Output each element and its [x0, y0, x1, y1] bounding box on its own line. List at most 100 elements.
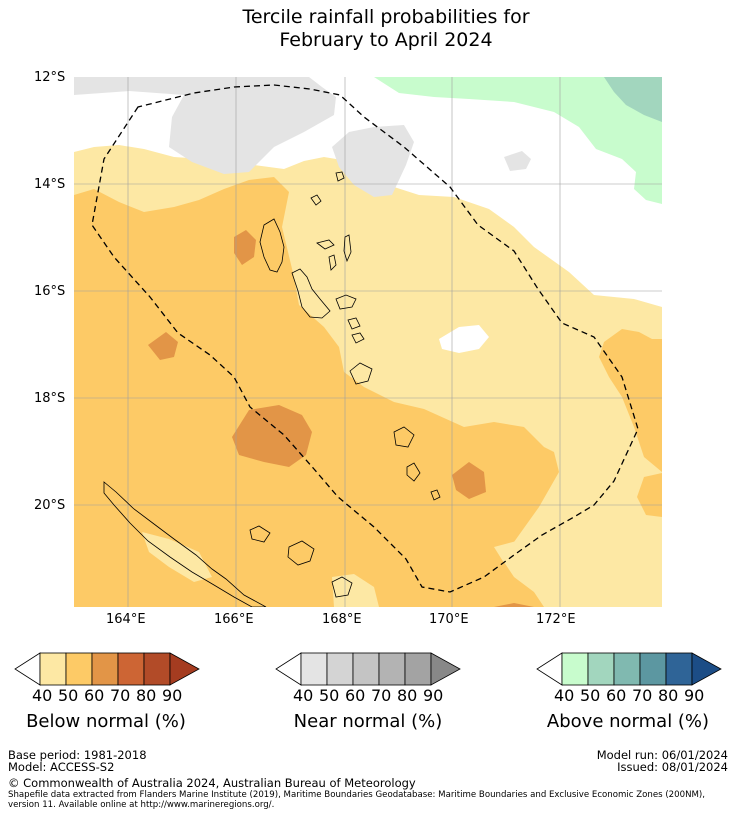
- island-loyalty-b: [287, 540, 315, 566]
- shade-above-50-60: [604, 77, 662, 122]
- legend-above-tick: 60: [606, 686, 627, 705]
- lon-label-168e: 168°E: [322, 612, 362, 627]
- legend-above-swatch-70-80: [639, 652, 667, 686]
- shade-below-60-70-d: [452, 462, 486, 499]
- legend-near-swatch-gt90: [430, 652, 461, 686]
- island-banks-b: [335, 171, 345, 182]
- island-banks-a: [310, 194, 322, 206]
- legend-near-tick: 60: [345, 686, 366, 705]
- shade-below-60-70-b: [234, 230, 256, 265]
- legend-near-tick: 50: [319, 686, 340, 705]
- shapefile-note: Shapefile data extracted from Flanders M…: [8, 790, 705, 810]
- legend-near-swatch-80-90: [404, 652, 432, 686]
- legend-below-tick: 90: [162, 686, 183, 705]
- legend-above-normal: [536, 652, 722, 690]
- shade-below-40-50-pocket-a: [142, 532, 212, 582]
- island-shepherds: [351, 332, 365, 344]
- legend-above-tick: 50: [580, 686, 601, 705]
- island-loyalty-c: [331, 576, 353, 598]
- legend-above-swatch-lt40: [536, 652, 563, 686]
- legend-below-tick: 60: [84, 686, 105, 705]
- shade-above-40-50: [374, 77, 662, 204]
- model-text: Model: ACCESS-S2: [8, 760, 115, 774]
- island-ambrym: [335, 294, 357, 310]
- island-epi: [347, 317, 361, 330]
- lon-label-170e: 170°E: [429, 612, 469, 627]
- legend-below-swatch-gt90: [169, 652, 200, 686]
- legend-above-swatch-gt90: [691, 652, 722, 686]
- legend-below-swatch-40-50: [39, 652, 67, 686]
- lon-label-164e: 164°E: [106, 612, 146, 627]
- title-line-2: February to April 2024: [279, 29, 493, 51]
- legend-near-normal: [275, 652, 461, 690]
- island-tanna: [406, 462, 421, 482]
- legend-near-swatch-60-70: [352, 652, 380, 686]
- coastlines: [103, 171, 441, 607]
- island-new-caledonia: [103, 481, 267, 607]
- shade-near-normal-40-50-a: [74, 77, 336, 174]
- legend-below-swatch-lt40: [14, 652, 41, 686]
- issued-text: Issued: 08/01/2024: [617, 760, 728, 774]
- map-panel: [74, 77, 662, 607]
- island-efate: [349, 362, 373, 385]
- shade-near-normal-40-50-b: [332, 125, 414, 197]
- legend-near-swatch-40-50: [300, 652, 328, 686]
- legend-near-tick: 80: [397, 686, 418, 705]
- legend-below-tick: 40: [32, 686, 53, 705]
- island-aniwa: [430, 489, 441, 501]
- shade-below-50-60-east: [599, 329, 662, 472]
- legend-above-colorbar: [536, 652, 722, 686]
- shade-no-signal-pocket: [439, 325, 489, 353]
- shade-below-50-60-se: [637, 473, 662, 517]
- legend-below-tick: 50: [58, 686, 79, 705]
- lat-label-14s: 14°S: [34, 177, 66, 192]
- legend-above-tick: 90: [684, 686, 705, 705]
- legend-near-title: Near normal (%): [293, 711, 443, 732]
- legend-above-title: Above normal (%): [546, 711, 710, 732]
- lon-label-172e: 172°E: [536, 612, 576, 627]
- gridlines: [74, 77, 662, 607]
- shade-near-normal-40-50-c: [504, 151, 531, 171]
- copyright-text: © Commonwealth of Australia 2024, Austra…: [8, 776, 416, 790]
- lat-label-12s: 12°S: [34, 70, 66, 85]
- legend-near-swatch-70-80: [378, 652, 406, 686]
- shade-below-50-60-main: [74, 177, 559, 607]
- legend-near-tick: 40: [293, 686, 314, 705]
- chart-title: Tercile rainfall probabilities for Febru…: [0, 6, 736, 52]
- base-period-text: Base period: 1981-2018: [8, 748, 147, 762]
- legend-below-normal: [14, 652, 200, 690]
- model-run-text: Model run: 06/01/2024: [596, 748, 728, 762]
- title-line-1: Tercile rainfall probabilities for: [242, 6, 530, 28]
- legend-below-swatch-60-70: [91, 652, 119, 686]
- legend-below-swatch-70-80: [117, 652, 145, 686]
- island-loyalty-a: [249, 525, 271, 543]
- shade-below-40-50-pocket-b: [332, 574, 379, 607]
- island-espiritu-santo: [259, 218, 285, 273]
- shade-below-60-70-e: [494, 603, 534, 607]
- legend-above-tick: 40: [554, 686, 575, 705]
- legend-above-tick: 70: [632, 686, 653, 705]
- legend-above-tick: 80: [658, 686, 679, 705]
- legend-below-swatch-50-60: [65, 652, 93, 686]
- island-malakula: [291, 268, 331, 319]
- legend-below-tick: 70: [110, 686, 131, 705]
- legend-below-swatch-80-90: [143, 652, 171, 686]
- legend-below-title: Below normal (%): [26, 711, 186, 732]
- island-erromango: [393, 426, 415, 448]
- legend-above-swatch-80-90: [665, 652, 693, 686]
- legend-near-colorbar: [275, 652, 461, 686]
- legend-above-swatch-50-60: [587, 652, 615, 686]
- map-canvas: [74, 77, 662, 607]
- shade-below-60-70-c: [148, 332, 178, 360]
- shade-below-40-50-ne-tongue: [289, 187, 434, 355]
- legend-above-swatch-40-50: [561, 652, 589, 686]
- legend-near-swatch-lt40: [275, 652, 302, 686]
- island-pentecost: [328, 254, 337, 271]
- island-maewo: [343, 234, 352, 263]
- lat-label-16s: 16°S: [34, 284, 66, 299]
- legend-below-tick: 80: [136, 686, 157, 705]
- lon-label-166e: 166°E: [214, 612, 254, 627]
- shade-below-60-70-a: [232, 405, 312, 467]
- legend-below-colorbar: [14, 652, 200, 686]
- legend-near-tick: 90: [423, 686, 444, 705]
